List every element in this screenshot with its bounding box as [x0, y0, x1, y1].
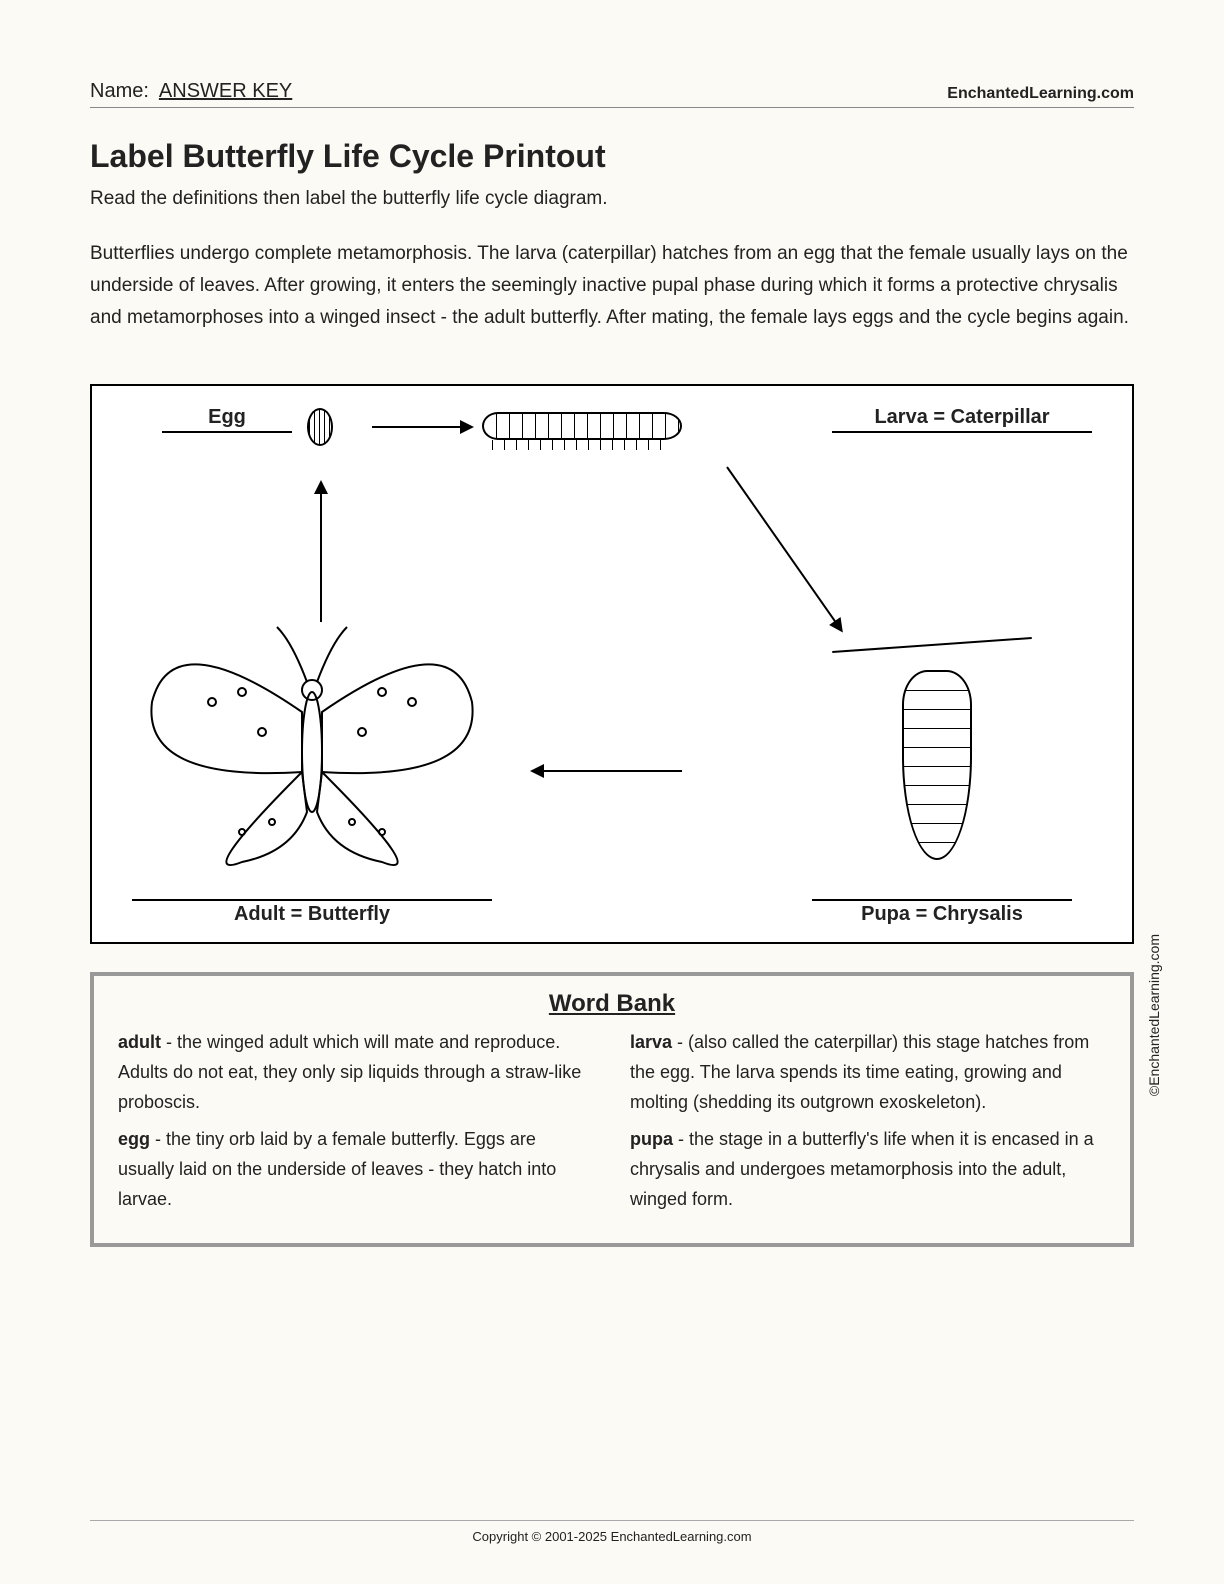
def-pupa: - the stage in a butterfly's life when i…	[630, 1129, 1094, 1208]
definition-egg: egg - the tiny orb laid by a female butt…	[118, 1125, 594, 1214]
word-bank-col-left: adult - the winged adult which will mate…	[118, 1028, 594, 1222]
word-bank: Word Bank adult - the winged adult which…	[90, 972, 1134, 1246]
butterfly-icon	[132, 582, 492, 882]
header-row: Name: ANSWER KEY EnchantedLearning.com	[90, 80, 1134, 108]
term-adult: adult	[118, 1032, 161, 1052]
egg-icon	[307, 408, 333, 446]
intro-paragraph: Butterflies undergo complete metamorphos…	[90, 238, 1134, 335]
diagram-wrapper: Egg Larva = Caterpillar Adult = Butterfl…	[90, 384, 1134, 944]
worksheet-page: Name: ANSWER KEY EnchantedLearning.com L…	[0, 0, 1224, 1584]
term-egg: egg	[118, 1129, 150, 1149]
name-value: ANSWER KEY	[159, 80, 292, 103]
page-title: Label Butterfly Life Cycle Printout	[90, 138, 1134, 175]
term-larva: larva	[630, 1032, 672, 1052]
arrow-pupa-to-adult	[532, 770, 682, 772]
def-adult: - the winged adult which will mate and r…	[118, 1032, 581, 1111]
chrysalis-icon	[872, 652, 992, 872]
word-bank-title: Word Bank	[118, 990, 1106, 1018]
name-field: Name: ANSWER KEY	[90, 80, 292, 103]
definition-pupa: pupa - the stage in a butterfly's life w…	[630, 1125, 1106, 1214]
stage-label-adult: Adult = Butterfly	[132, 899, 492, 928]
stage-label-larva: Larva = Caterpillar	[832, 406, 1092, 433]
arrow-egg-to-larva	[372, 426, 472, 428]
arrow-adult-to-egg	[320, 482, 322, 622]
def-egg: - the tiny orb laid by a female butterfl…	[118, 1129, 556, 1208]
stage-label-egg: Egg	[162, 406, 292, 433]
instruction-text: Read the definitions then label the butt…	[90, 185, 1134, 214]
definition-larva: larva - (also called the caterpillar) th…	[630, 1028, 1106, 1117]
term-pupa: pupa	[630, 1129, 673, 1149]
footer-copyright: Copyright © 2001-2025 EnchantedLearning.…	[90, 1520, 1134, 1544]
def-larva: - (also called the caterpillar) this sta…	[630, 1032, 1089, 1111]
site-name: EnchantedLearning.com	[947, 85, 1134, 103]
name-label: Name:	[90, 80, 149, 103]
definition-adult: adult - the winged adult which will mate…	[118, 1028, 594, 1117]
lifecycle-diagram: Egg Larva = Caterpillar Adult = Butterfl…	[90, 384, 1134, 944]
arrow-larva-to-pupa	[726, 467, 842, 632]
diagram-watermark: ©EnchantedLearning.com	[1146, 934, 1162, 1096]
word-bank-col-right: larva - (also called the caterpillar) th…	[630, 1028, 1106, 1222]
caterpillar-icon	[482, 404, 692, 452]
stage-label-pupa: Pupa = Chrysalis	[812, 899, 1072, 928]
